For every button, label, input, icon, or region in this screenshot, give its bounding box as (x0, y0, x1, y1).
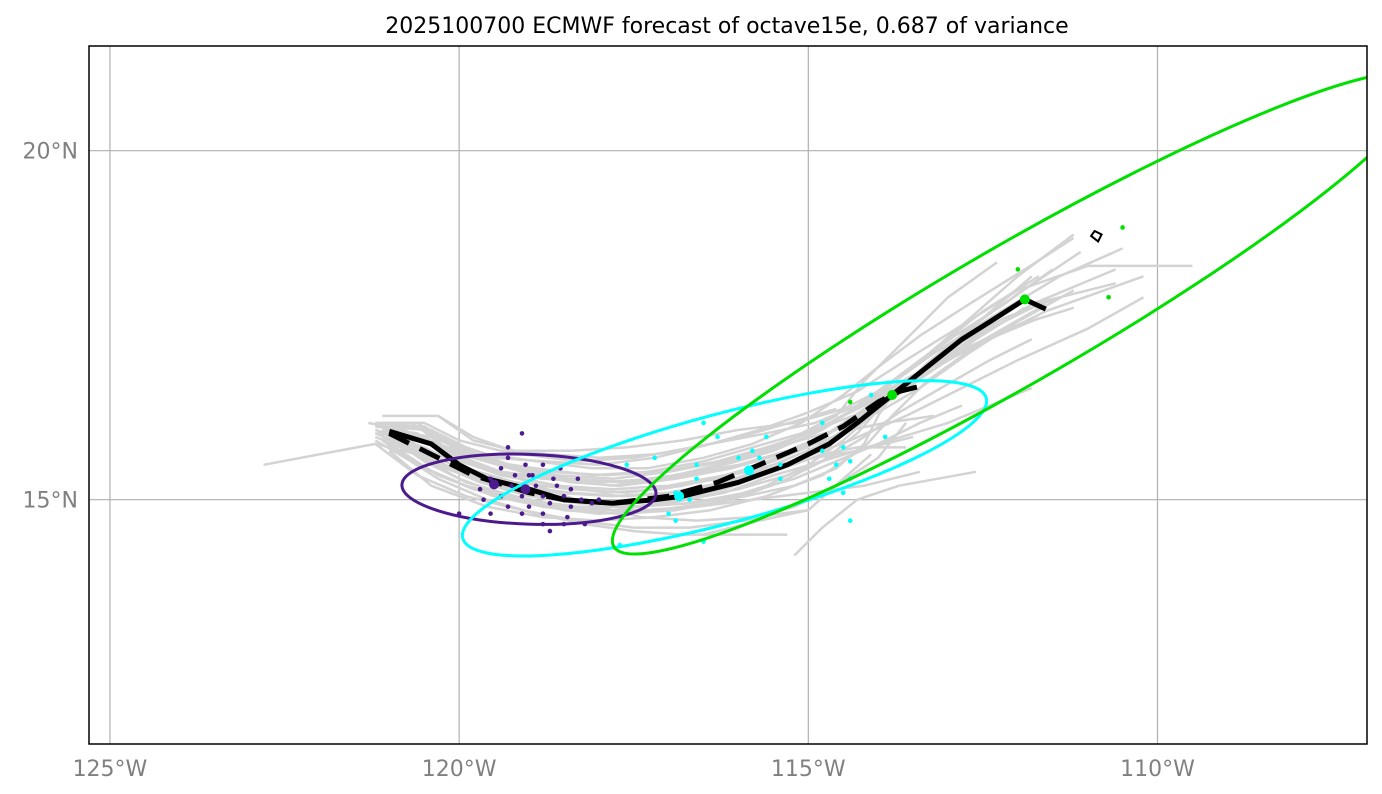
cyan-scatter-point (736, 455, 741, 461)
purple-scatter-point (579, 497, 584, 503)
cyan-scatter-point (652, 455, 657, 461)
purple-scatter-point (526, 472, 532, 478)
cyan-scatter-point (840, 490, 846, 496)
purple-scatter-point (554, 483, 560, 489)
cyan-scatter-point (757, 455, 762, 461)
cyan-scatter-point (819, 448, 825, 454)
cyan-scatter-point (882, 434, 888, 440)
cyan-scatter-point (701, 420, 706, 426)
small-outline-marker (1089, 229, 1103, 243)
purple-scatter-point (526, 504, 532, 509)
purple-scatter-point (512, 472, 518, 478)
purple-scatter-point (488, 476, 493, 482)
cluster-centroids (489, 294, 1030, 502)
cyan-centroid (743, 465, 754, 476)
cyan-scatter-point (715, 434, 720, 440)
member-track (382, 306, 1075, 484)
purple-scatter-point (505, 445, 511, 450)
purple-scatter-point (547, 500, 553, 506)
green-centroid (887, 390, 898, 400)
cyan-scatter-point (673, 518, 678, 523)
cyan-scatter-point (833, 462, 839, 468)
map-title: 2025100700 ECMWF forecast of octave15e, … (385, 14, 1068, 39)
green-ellipse (610, 71, 1367, 556)
cyan-scatter-point (819, 420, 825, 426)
cluster-scatter-points (456, 225, 1125, 548)
purple-scatter-point (481, 497, 486, 503)
member-track (382, 303, 1047, 477)
purple-scatter-point (575, 476, 581, 482)
cluster-ellipses (400, 71, 1367, 558)
cyan-scatter-point (624, 462, 630, 468)
member-track (375, 236, 1075, 470)
member-track (793, 470, 977, 557)
member-track (437, 407, 837, 463)
purple-scatter-point (568, 486, 574, 492)
purple-scatter-point (477, 486, 483, 492)
map-frame (88, 45, 1368, 745)
lat-tick-label: 20°N (23, 140, 78, 165)
purple-scatter-point (551, 476, 556, 482)
cyan-scatter-point (694, 476, 699, 482)
purple-centroid (489, 479, 500, 490)
purple-centroid (520, 484, 531, 495)
purple-scatter-point (505, 455, 511, 461)
ensemble-tracks-black (388, 296, 1047, 506)
lon-tick-label: 125°W (73, 757, 148, 782)
purple-scatter-point (568, 504, 574, 509)
lon-tick-label: 120°W (422, 757, 497, 782)
cyan-scatter-point (778, 476, 783, 482)
purple-scatter-point (596, 497, 602, 503)
cyan-scatter-point (666, 511, 671, 516)
purple-scatter-point (498, 465, 504, 471)
green-centroid (1019, 294, 1030, 305)
cyan-scatter-point (694, 462, 699, 468)
purple-scatter-point (565, 514, 570, 520)
member-track (388, 275, 1144, 522)
ensemble-member-tracks (263, 233, 1193, 557)
cyan-scatter-point (826, 476, 832, 482)
purple-scatter-point (540, 511, 546, 516)
green-scatter-point (1015, 267, 1021, 272)
cyan-scatter-point (778, 462, 783, 468)
outline-marker (1089, 229, 1103, 243)
purple-scatter-point (505, 504, 511, 509)
axis-tick-labels: 125°W 120°W 115°W 110°W 15°N 20°N (23, 140, 1196, 782)
lon-tick-label: 115°W (771, 757, 846, 782)
cyan-centroid (674, 491, 685, 502)
green-scatter-point (847, 399, 853, 405)
purple-scatter-point (540, 493, 546, 499)
cyan-scatter-point (750, 448, 755, 454)
green-scatter-point (1120, 225, 1125, 230)
cyan-scatter-point (687, 497, 692, 503)
purple-scatter-point (561, 493, 567, 499)
cyan-scatter-point (847, 518, 853, 523)
cyan-scatter-point (840, 445, 846, 450)
member-track (368, 261, 998, 477)
purple-scatter-point (519, 511, 525, 516)
purple-scatter-point (509, 483, 514, 489)
purple-scatter-point (519, 431, 525, 436)
purple-scatter-point (589, 500, 595, 506)
cyan-ellipse (460, 379, 989, 558)
purple-scatter-point (533, 483, 539, 489)
green-scatter-point (1106, 294, 1111, 300)
purple-scatter-point (488, 511, 493, 516)
purple-ellipse (400, 452, 658, 526)
purple-scatter-point (519, 493, 525, 499)
cyan-scatter-point (868, 392, 874, 398)
cyan-scatter-point (764, 434, 769, 440)
member-track (375, 233, 1075, 487)
purple-scatter-point (547, 528, 553, 534)
purple-scatter-point (530, 472, 535, 478)
lon-tick-label: 110°W (1120, 757, 1195, 782)
lat-tick-label: 15°N (23, 489, 78, 514)
mean-track (388, 296, 1047, 506)
purple-scatter-point (540, 462, 546, 468)
cyan-scatter-point (847, 459, 853, 464)
purple-scatter-point (523, 462, 528, 468)
